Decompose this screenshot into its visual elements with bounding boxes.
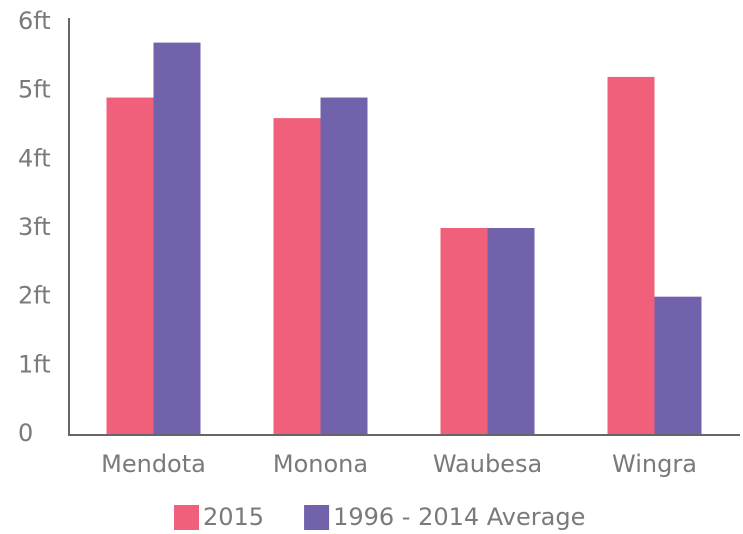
bar: [440, 228, 488, 434]
legend-swatch: [304, 505, 330, 530]
bar: [153, 42, 201, 434]
y-tick-label: 1ft: [18, 350, 51, 378]
bar: [654, 296, 702, 434]
legend-label: 1996 - 2014 Average: [333, 503, 585, 531]
y-tick-label: 2ft: [18, 282, 51, 310]
bar: [487, 228, 535, 434]
x-tick-label: Monona: [273, 450, 368, 478]
x-tick-label: Mendota: [101, 450, 206, 478]
y-tick-label: 0: [18, 419, 33, 447]
y-tick-label: 5ft: [18, 76, 51, 104]
x-tick-label: Waubesa: [433, 450, 542, 478]
y-tick-label: 3ft: [18, 213, 51, 241]
legend-label: 2015: [203, 503, 264, 531]
bar: [607, 76, 655, 434]
y-tick-label: 6ft: [18, 7, 51, 35]
bar: [320, 97, 368, 435]
bar: [273, 118, 321, 434]
bar: [106, 97, 154, 435]
x-tick-label: Wingra: [612, 450, 697, 478]
y-tick-label: 4ft: [18, 144, 51, 172]
legend-swatch: [174, 505, 199, 530]
